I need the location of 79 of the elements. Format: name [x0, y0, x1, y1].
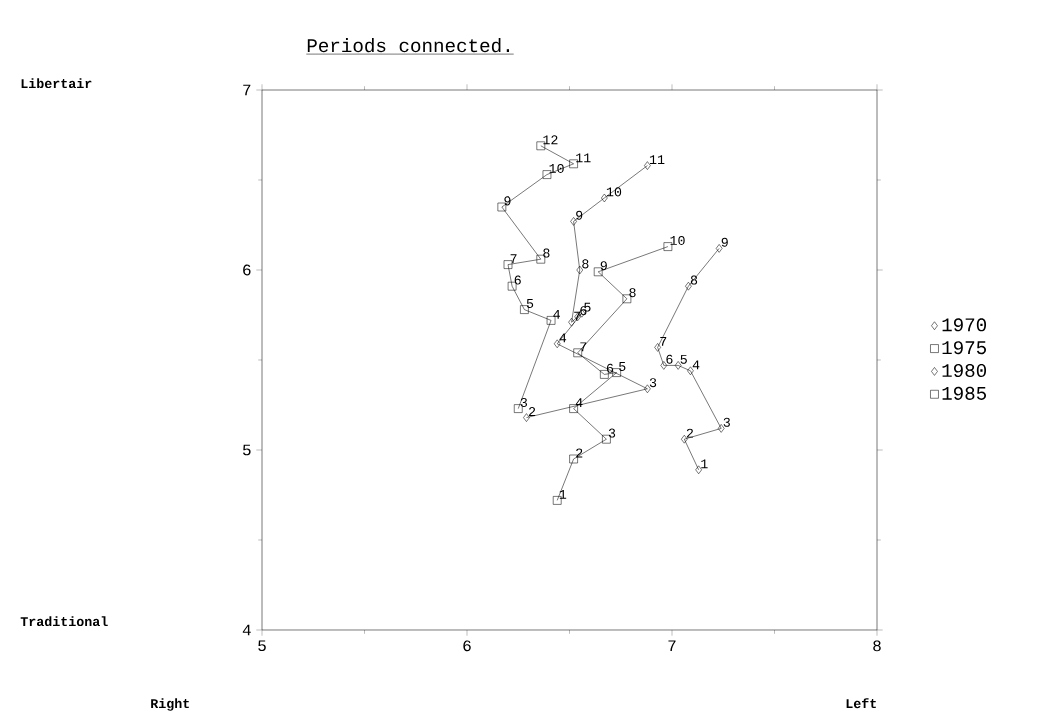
point [717, 424, 725, 433]
chart-title: Periods connected. [307, 38, 509, 53]
point [685, 281, 692, 291]
point [569, 454, 578, 464]
annotation: 7 [580, 342, 587, 352]
annotation: 4 [692, 360, 700, 370]
annotation: 2 [576, 448, 583, 458]
point [674, 361, 682, 370]
point [600, 370, 609, 379]
point [569, 404, 578, 413]
annotation: 7 [660, 337, 667, 346]
point [644, 384, 651, 394]
point [644, 161, 651, 170]
point [553, 339, 561, 349]
annotation: 3 [723, 417, 730, 427]
point [520, 305, 529, 314]
y-tick-label: 6 [243, 264, 251, 276]
point [660, 361, 668, 370]
annotation: 3 [608, 428, 616, 438]
annotation: 9 [576, 210, 583, 220]
x-tick-label: 5 [258, 640, 266, 652]
annotation: 10 [549, 163, 564, 173]
annotation: 6 [606, 363, 614, 373]
annotation: 2 [686, 428, 693, 438]
legend-label: 1985 [942, 386, 987, 400]
annotation: 8 [629, 288, 636, 298]
annotation: 9 [721, 237, 728, 247]
y-tick-label: 4 [242, 624, 251, 636]
x-tick-label: 6 [463, 640, 471, 652]
point [695, 465, 702, 475]
point [573, 348, 582, 358]
annotation: 7 [574, 311, 581, 321]
annotation: 1 [701, 459, 708, 469]
point [513, 404, 523, 413]
annotation: 3 [649, 378, 657, 388]
point [681, 434, 688, 444]
annotation: 9 [504, 196, 511, 206]
point [576, 265, 584, 275]
x-tick-label: 8 [873, 640, 881, 652]
annotation: 4 [559, 333, 567, 343]
annotation: 3 [520, 397, 527, 407]
point [654, 343, 661, 352]
point [602, 434, 611, 444]
annotation: 8 [543, 248, 550, 258]
annotation: 9 [600, 261, 607, 271]
annotation: 11 [649, 155, 665, 164]
legend-label: 1980 [942, 364, 987, 378]
annotation: 8 [690, 275, 698, 285]
text: Right [151, 698, 189, 711]
annotation: 6 [514, 275, 521, 285]
x-tick-label: 7 [668, 640, 676, 651]
annotation: 5 [526, 299, 534, 308]
annotation: 8 [582, 259, 589, 269]
annotation: 5 [619, 362, 626, 371]
legend-label: 1975 [942, 341, 987, 355]
annotation: 4 [575, 398, 583, 407]
annotation: 10 [606, 187, 622, 197]
annotation: 10 [670, 235, 685, 245]
annotation: 2 [528, 407, 536, 416]
legend-label: 1970 [942, 318, 987, 332]
text: Traditional [20, 616, 108, 627]
point [601, 193, 608, 203]
annotation: 4 [553, 310, 560, 319]
annotation: 5 [680, 354, 687, 364]
point [568, 317, 575, 327]
annotation: 1 [559, 490, 567, 499]
annotation: 11 [576, 153, 591, 163]
point [552, 496, 562, 505]
point [715, 244, 723, 253]
point [569, 159, 578, 169]
y-tick-label: 5 [243, 444, 251, 456]
text: Libertair [21, 78, 92, 89]
point [523, 413, 530, 422]
y-tick-label: 7 [243, 84, 251, 96]
annotation: 6 [666, 354, 673, 364]
annotation: 7 [510, 254, 517, 263]
text: Left [846, 698, 877, 709]
point [570, 217, 577, 226]
annotation: 12 [543, 135, 558, 145]
